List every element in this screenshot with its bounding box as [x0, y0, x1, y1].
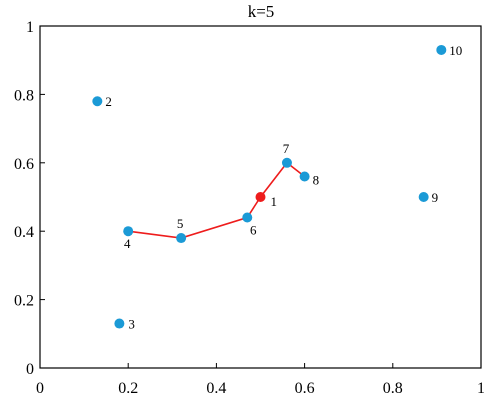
x-tick-label: 0.4	[206, 380, 226, 397]
y-tick-label: 0.8	[14, 87, 34, 104]
x-tick-label: 0.8	[383, 380, 403, 397]
data-point-8	[299, 171, 310, 182]
points-layer	[92, 44, 447, 329]
data-point-2	[92, 96, 103, 107]
x-tick-label: 0.2	[118, 380, 138, 397]
chart-title: k=5	[248, 2, 275, 21]
y-tick-label: 0	[26, 361, 34, 378]
plot-frame	[39, 25, 482, 369]
point-label-10: 10	[449, 43, 462, 58]
point-label-2: 2	[105, 94, 112, 109]
point-labels-layer: 1 2 3 4 5 6 7 8 9 10	[105, 43, 462, 332]
y-tick-label: 0.6	[14, 156, 34, 173]
data-point-4	[123, 226, 134, 237]
point-label-9: 9	[432, 190, 439, 205]
point-label-7: 7	[283, 141, 290, 156]
point-label-4: 4	[124, 236, 131, 251]
data-point-10	[436, 44, 447, 55]
x-tick-label: 1	[477, 380, 484, 397]
neighbor-path-layer	[128, 161, 306, 239]
data-point-7	[281, 157, 292, 168]
neighbor-path-line	[128, 161, 306, 239]
point-label-6: 6	[250, 223, 257, 238]
x-tick-label: 0.6	[295, 380, 315, 397]
data-point-3	[114, 318, 125, 329]
y-tick-label: 1	[26, 19, 34, 36]
point-label-1: 1	[271, 194, 278, 209]
y-tick-label: 0.2	[14, 293, 34, 310]
point-label-3: 3	[128, 317, 135, 332]
point-label-8: 8	[313, 172, 320, 187]
data-point-1	[255, 192, 266, 202]
data-point-9	[418, 192, 429, 202]
data-point-5	[176, 233, 187, 244]
x-tick-label: 0	[36, 380, 44, 397]
tick-layer: 0 0.2 0.4 0.6 0.8 100.20.40.60.81	[14, 19, 484, 397]
data-point-6	[242, 212, 253, 223]
y-tick-label: 0.4	[14, 224, 34, 241]
point-label-5: 5	[177, 216, 184, 231]
